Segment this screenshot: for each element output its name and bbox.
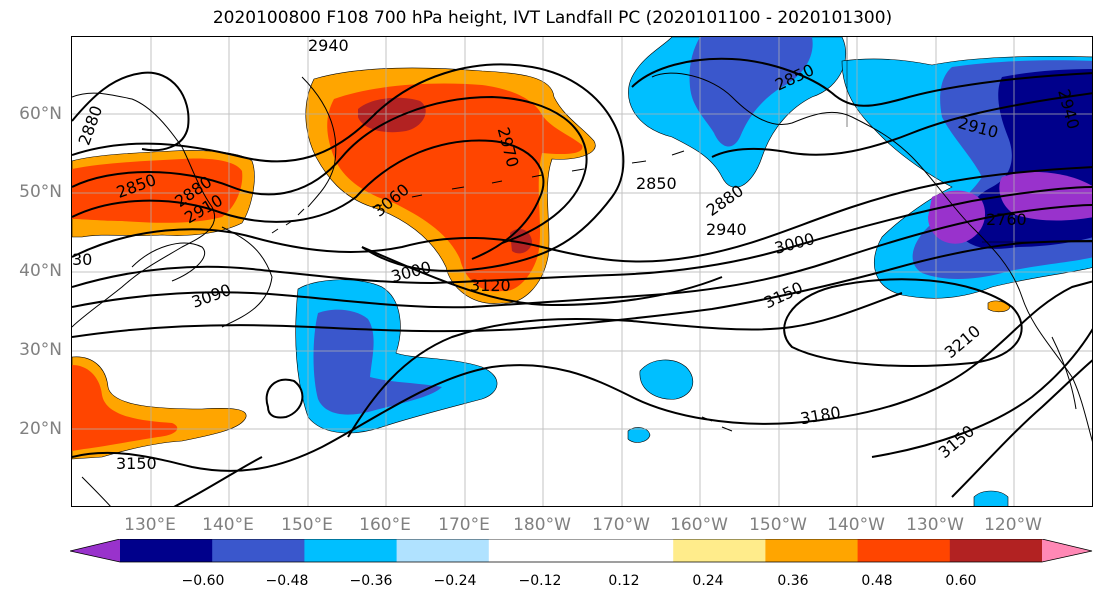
ivt-region-northeast-min <box>928 190 986 244</box>
colorbar-segment <box>765 539 859 562</box>
map-title: 2020100800 F108 700 hPa height, IVT Land… <box>212 8 893 28</box>
contour-label: 2940 <box>706 220 747 239</box>
lon-label-130e: 130°E <box>124 515 176 535</box>
coastline-korea-japan <box>131 226 273 328</box>
lon-label-160e: 160°E <box>359 515 411 535</box>
ivt-positive-shading <box>72 67 1011 460</box>
lon-label-120w: 120°W <box>984 515 1042 535</box>
ivt-region-northeast-min2 <box>999 172 1092 221</box>
ivt-region-south-corner <box>973 490 1009 506</box>
colorbar-tick-label: −0.48 <box>265 573 309 589</box>
colorbar-tick-label: −0.60 <box>181 573 225 589</box>
contour-label: 3150 <box>761 278 806 312</box>
colorbar-tick-label: 0.24 <box>692 573 724 589</box>
map-canvas: 2940 2880 2850 2880 2910 3060 2970 3000 … <box>72 37 1092 506</box>
ivt-region-pacific-tiny <box>627 427 651 443</box>
coastline-philippines <box>81 476 111 506</box>
coastline-north-america-west <box>971 226 1092 442</box>
ivt-region-small-east <box>987 300 1011 313</box>
contour-label: 3090 <box>189 280 234 312</box>
colorbar-tick-label: −0.12 <box>518 573 562 589</box>
colorbar-segment <box>581 539 674 562</box>
ivt-region-alaska-core <box>689 37 813 147</box>
contour-label: 2880 <box>703 181 747 220</box>
colorbar-outline <box>70 539 1093 563</box>
coastline-asia <box>72 92 216 328</box>
contour-label: 2850 <box>636 174 677 193</box>
lon-label-170e: 170°E <box>438 515 490 535</box>
lon-label-150e: 150°E <box>281 515 333 535</box>
contour-label: 3120 <box>470 276 511 295</box>
lat-label-30n: 30°N <box>19 340 62 360</box>
ivt-region-north-central-max <box>358 97 426 133</box>
coastline-alaska <box>651 72 973 228</box>
colorbar-tick-label: −0.36 <box>349 573 393 589</box>
coastline-kamchatka <box>301 76 337 208</box>
contour-label: 2940 <box>308 37 349 55</box>
lon-label-170w: 170°W <box>592 515 650 535</box>
colorbar-tick-label: 0.36 <box>777 573 809 589</box>
coastlines <box>72 37 1092 506</box>
lon-label-130w: 130°W <box>906 515 964 535</box>
lon-label-150w: 150°W <box>749 515 807 535</box>
colorbar-segment <box>673 539 766 562</box>
lat-label-60n: 60°N <box>19 104 62 124</box>
map-plot-area: 2940 2880 2850 2880 2910 3060 2970 3000 … <box>71 36 1093 507</box>
ivt-region-west-core <box>72 158 243 223</box>
colorbar-extend-min <box>70 539 120 562</box>
coastline-aleutians <box>371 150 685 208</box>
colorbar-segment <box>488 539 582 562</box>
lon-label-140e: 140°E <box>202 515 254 535</box>
lat-label-50n: 50°N <box>19 182 62 202</box>
contour-label: 2760 <box>986 210 1027 229</box>
contour-label: 2880 <box>74 103 106 148</box>
colorbar-segment <box>304 539 398 562</box>
colorbar-segment <box>396 539 490 562</box>
colorbar-tick-label: 0.60 <box>945 573 977 589</box>
lat-label-40n: 40°N <box>19 261 62 281</box>
lat-label-20n: 20°N <box>19 419 62 439</box>
colorbar-tick-label: −0.24 <box>433 573 477 589</box>
gridlines <box>72 37 1092 506</box>
coastline-baja <box>1051 336 1077 410</box>
lon-label-180w: 180°W <box>513 515 571 535</box>
colorbar <box>70 539 1093 563</box>
colorbar-tick-label: 0.12 <box>608 573 640 589</box>
colorbar-segment <box>857 539 951 562</box>
contour-label: 3150 <box>116 454 157 473</box>
ivt-region-central-south-core <box>313 309 442 415</box>
lon-label-140w: 140°W <box>827 515 885 535</box>
height-contours <box>72 57 1092 506</box>
colorbar-segment <box>949 539 1043 562</box>
colorbar-segment <box>120 539 213 562</box>
ivt-region-north-central-max2 <box>510 228 532 254</box>
contour-label: 3150 <box>935 421 978 462</box>
colorbar-extend-max <box>1042 539 1092 562</box>
colorbar-segments <box>70 539 1092 562</box>
colorbar-tick-label: 0.48 <box>861 573 893 589</box>
ivt-region-pacific-small <box>639 359 694 400</box>
colorbar-segment <box>212 539 305 562</box>
contour-label: 30 <box>72 250 92 269</box>
lon-label-160w: 160°W <box>670 515 728 535</box>
contour-label: 3180 <box>799 403 842 429</box>
contour-label: 3210 <box>941 321 984 362</box>
